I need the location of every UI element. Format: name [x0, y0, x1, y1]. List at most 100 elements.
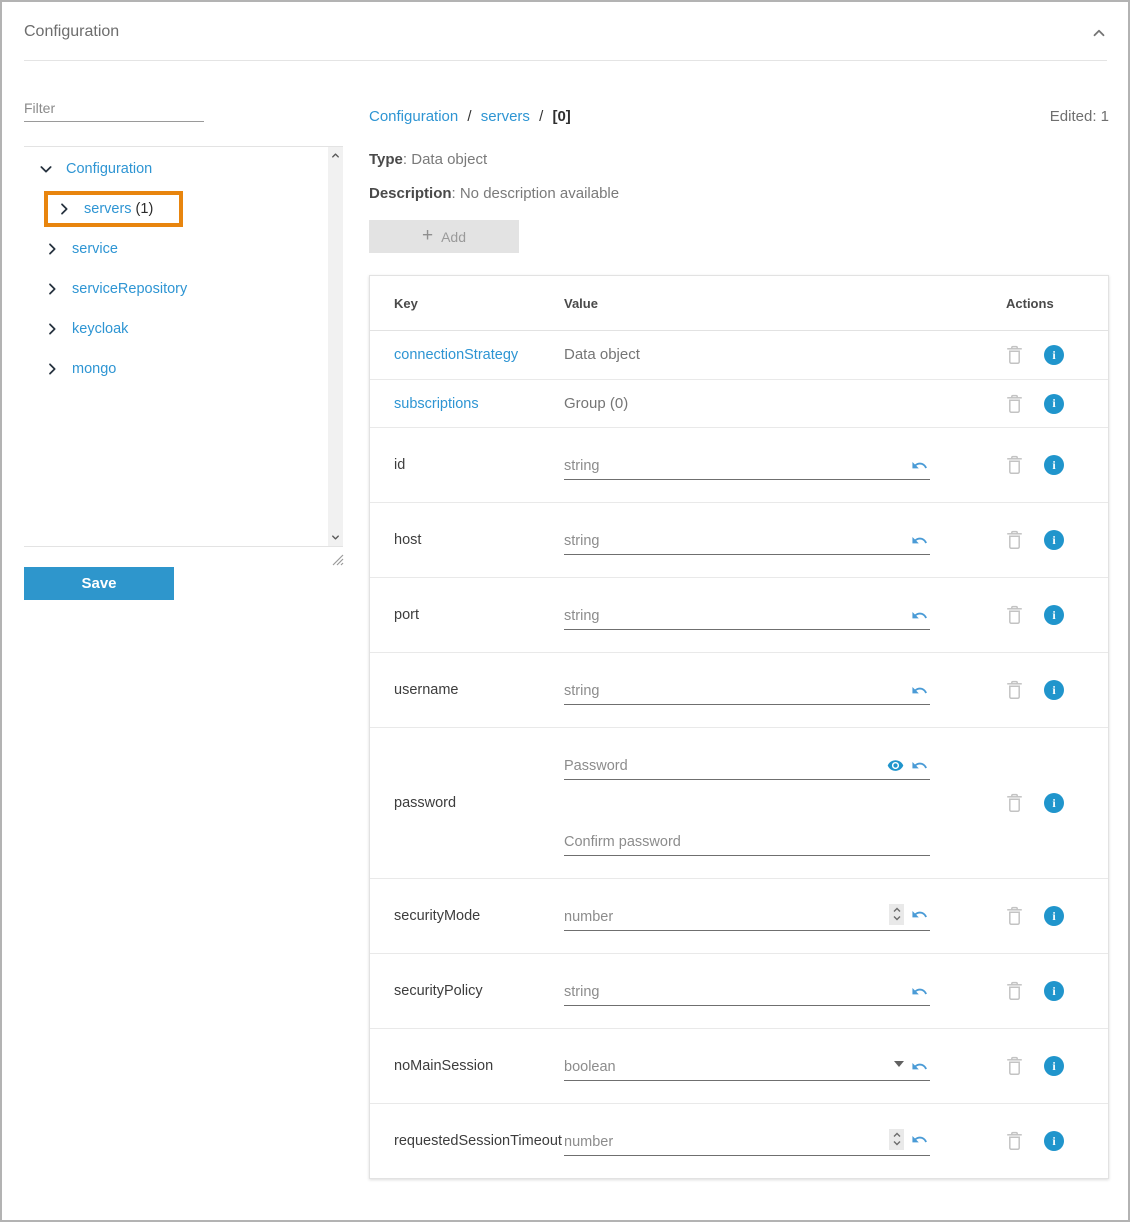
value-input[interactable]: string [564, 676, 930, 705]
input-placeholder: string [564, 457, 600, 474]
info-button[interactable]: i [1044, 393, 1064, 414]
chevron-right-icon[interactable] [44, 321, 60, 337]
row-key-link[interactable]: connectionStrategy [394, 347, 519, 363]
value-input[interactable]: Confirm password [564, 827, 930, 856]
input-placeholder: Confirm password [564, 833, 681, 850]
undo-icon[interactable] [911, 457, 928, 474]
value-input[interactable]: string [564, 451, 930, 480]
panel-header: Configuration [2, 2, 1128, 61]
page-title: Configuration [24, 23, 120, 40]
sidebar: Configuration servers(1) service serviceRe… [24, 94, 344, 600]
info-button[interactable]: i [1044, 345, 1064, 365]
add-button[interactable]: + Add [369, 220, 519, 253]
number-stepper[interactable] [889, 1128, 904, 1150]
config-tree: Configuration servers (1) service serviceRe… [24, 146, 343, 547]
info-button[interactable]: i [1044, 530, 1064, 550]
row-key: password [394, 795, 457, 811]
delete-button[interactable] [1006, 605, 1023, 625]
undo-icon[interactable] [911, 757, 928, 774]
table-row-password: password Password Confirm password i [370, 727, 1108, 878]
breadcrumb-configuration[interactable]: Configuration [369, 108, 459, 125]
row-key: host [394, 532, 422, 548]
trash-icon [1007, 793, 1022, 812]
info-button[interactable]: i [1044, 981, 1064, 1001]
delete-button[interactable] [1006, 1056, 1023, 1076]
undo-icon[interactable] [911, 983, 928, 1000]
value-input[interactable]: string [564, 977, 930, 1006]
tree-resize-handle[interactable] [329, 551, 344, 566]
resize-grip-icon [332, 554, 344, 566]
tree-item-mongo[interactable]: mongo [24, 349, 328, 389]
tree-scrollbar[interactable] [328, 147, 343, 546]
tree-item-servers[interactable]: servers (1) [24, 189, 328, 229]
row-key: username [394, 682, 459, 698]
tree-item-label: serviceRepository [72, 281, 188, 297]
undo-icon[interactable] [911, 1058, 928, 1075]
delete-button[interactable] [1006, 981, 1023, 1001]
value-input[interactable]: number [564, 1127, 930, 1156]
info-button[interactable]: i [1044, 605, 1064, 625]
delete-button[interactable] [1006, 394, 1023, 414]
row-key: port [394, 607, 419, 623]
value-input[interactable]: number [564, 902, 930, 931]
type-label: Type [369, 151, 403, 168]
header-divider [24, 60, 1107, 61]
info-button[interactable]: i [1044, 680, 1064, 700]
delete-button[interactable] [1006, 1131, 1023, 1151]
value-input[interactable]: boolean [564, 1052, 930, 1081]
eye-icon[interactable] [887, 757, 904, 774]
undo-icon[interactable] [911, 607, 928, 624]
delete-button[interactable] [1006, 455, 1023, 475]
undo-icon[interactable] [911, 532, 928, 549]
chevron-right-icon[interactable] [56, 201, 72, 217]
tree-item-service[interactable]: service [24, 229, 328, 269]
undo-icon[interactable] [911, 906, 928, 923]
delete-button[interactable] [1006, 793, 1023, 813]
info-button[interactable]: i [1044, 906, 1064, 926]
chevron-down-icon[interactable] [38, 161, 54, 177]
breadcrumb: Configuration / servers / [0] [369, 108, 571, 125]
value-input[interactable]: string [564, 601, 930, 630]
filter-input[interactable] [24, 94, 204, 122]
tree-item-keycloak[interactable]: keycloak [24, 309, 328, 349]
info-button[interactable]: i [1044, 455, 1064, 475]
delete-button[interactable] [1006, 906, 1023, 926]
add-button-label: Add [441, 228, 467, 245]
undo-icon[interactable] [911, 1131, 928, 1148]
delete-button[interactable] [1006, 680, 1023, 700]
info-button[interactable]: i [1044, 1056, 1064, 1076]
save-button[interactable]: Save [24, 567, 174, 600]
table-row-id: id string i [370, 427, 1108, 502]
chevron-right-icon[interactable] [44, 361, 60, 377]
row-value: Data object [564, 346, 640, 363]
tree-item-serviceRepository[interactable]: serviceRepository [24, 269, 328, 309]
breadcrumb-servers[interactable]: servers [480, 108, 530, 125]
info-button[interactable]: i [1044, 1131, 1064, 1151]
tree-item-configuration[interactable]: Configuration [24, 149, 328, 189]
tree-item-label: service [72, 241, 118, 257]
row-key-link[interactable]: subscriptions [394, 395, 479, 412]
row-value: Group (0) [564, 394, 629, 412]
input-placeholder: number [564, 1133, 614, 1150]
tree-item-count: (1) [135, 201, 154, 217]
delete-button[interactable] [1006, 530, 1023, 550]
input-placeholder: number [564, 908, 614, 925]
value-input[interactable]: Password [564, 751, 930, 780]
value-input[interactable]: string [564, 526, 930, 555]
trash-icon [1007, 680, 1022, 699]
scroll-up-icon[interactable] [330, 150, 341, 161]
collapse-panel-button[interactable] [1090, 24, 1108, 42]
info-button[interactable]: i [1044, 793, 1064, 813]
tree-item-label: servers (1) [84, 201, 154, 217]
delete-button[interactable] [1006, 345, 1023, 365]
undo-icon[interactable] [911, 682, 928, 699]
chevron-right-icon[interactable] [44, 281, 60, 297]
scroll-down-icon[interactable] [330, 532, 341, 543]
chevron-right-icon[interactable] [44, 241, 60, 257]
row-key: securityMode [394, 908, 481, 924]
dropdown-arrow-icon[interactable] [894, 1061, 904, 1067]
edited-counter: Edited: 1 [1049, 108, 1109, 125]
description-label: Description [369, 185, 452, 202]
number-stepper[interactable] [889, 903, 904, 925]
